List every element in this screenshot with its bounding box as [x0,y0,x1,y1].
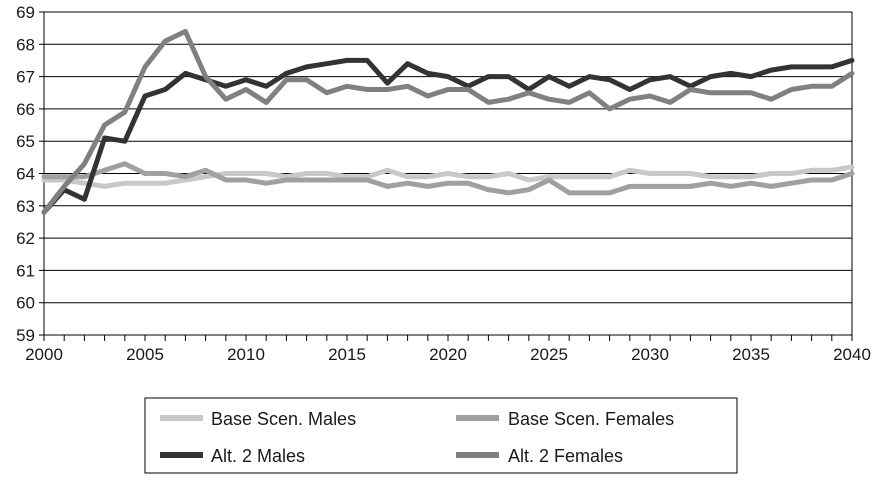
x-tick-label: 2005 [126,345,164,364]
series-line-2 [41,57,855,215]
y-tick-label: 69 [16,3,35,22]
x-tick-label: 2030 [631,345,669,364]
legend: Base Scen. Males Base Scen. Females Alt. 2… [144,397,738,474]
y-tick-label: 60 [16,294,35,313]
x-tick-label: 2035 [732,345,770,364]
series-line-1 [41,161,855,196]
y-tick-label: 63 [16,197,35,216]
legend-label-1: Base Scen. Females [508,409,674,429]
series-lines [41,28,855,215]
x-tick-label: 2040 [833,345,871,364]
y-tick-label: 68 [16,35,35,54]
y-tick-label: 64 [16,165,35,184]
x-tick-label: 2025 [530,345,568,364]
legend-label-0: Base Scen. Males [211,409,356,429]
legend-label-3: Alt. 2 Females [508,446,623,466]
y-tick-label: 65 [16,132,35,151]
series-line-0 [41,164,855,189]
y-tick-label: 59 [16,326,35,345]
x-tick-label: 2020 [429,345,467,364]
axes: 59 60 61 62 63 64 65 66 67 68 69 2000 2005 2010 2015 20… [16,3,871,364]
y-tick-label: 61 [16,261,35,280]
legend-label-2: Alt. 2 Males [211,446,305,466]
legend-box [144,397,738,474]
y-tick-label: 62 [16,229,35,248]
x-tick-label: 2000 [25,345,63,364]
y-tick-label: 67 [16,68,35,87]
x-tick-label: 2015 [328,345,366,364]
series-line-3 [41,28,855,215]
x-tick-label: 2010 [227,345,265,364]
y-tick-label: 66 [16,100,35,119]
